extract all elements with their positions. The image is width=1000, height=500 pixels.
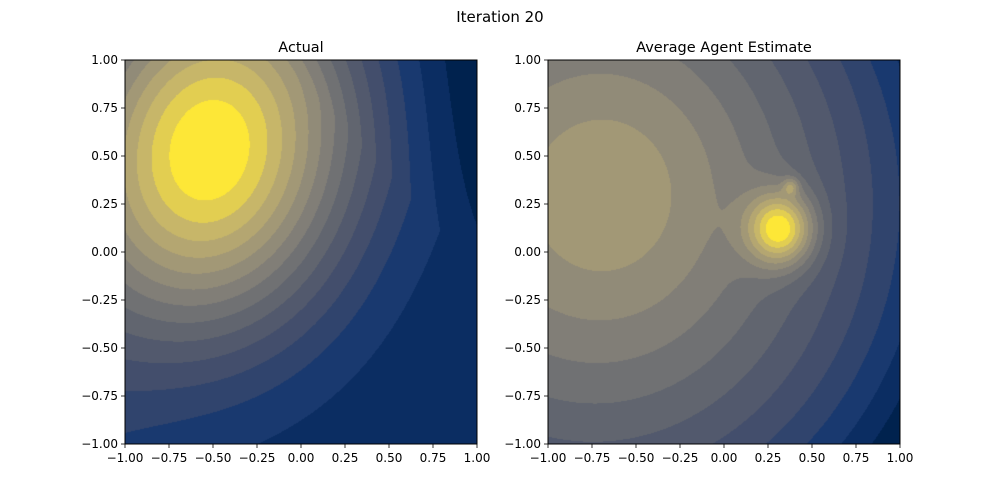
x-tick-label: 0.25 (332, 451, 359, 465)
x-tick-label: 0.50 (799, 451, 826, 465)
y-tick-label: −0.75 (504, 389, 541, 403)
y-tick-label: 1.00 (514, 53, 541, 67)
y-tick-label: 0.25 (91, 197, 118, 211)
x-tick-label: 0.50 (376, 451, 403, 465)
contour-field-actual (125, 60, 477, 444)
y-tick-label: −0.50 (504, 341, 541, 355)
y-tick-label: 0.00 (514, 245, 541, 259)
y-tick-label: −0.25 (81, 293, 118, 307)
x-tick-label: −0.75 (574, 451, 611, 465)
y-tick-label: 1.00 (91, 53, 118, 67)
panel-actual: Actual −1.00 −0.75 −0.50 −0.25 0.00 0.25 0.50 0… (81, 40, 490, 465)
x-tick-label: 0.75 (843, 451, 870, 465)
x-tick-label: 0.25 (755, 451, 782, 465)
x-tick-label: −1.00 (107, 451, 144, 465)
x-tick-label: −1.00 (530, 451, 567, 465)
axis-ticks-actual: −1.00 −0.75 −0.50 −0.25 0.00 0.25 0.50 0.75 1.00… (81, 53, 490, 465)
x-tick-label: −0.50 (195, 451, 232, 465)
y-tick-label: −1.00 (504, 437, 541, 451)
x-tick-label: −0.75 (151, 451, 188, 465)
x-tick-label: −0.25 (239, 451, 276, 465)
y-tick-label: −0.75 (81, 389, 118, 403)
x-tick-label: 0.00 (288, 451, 315, 465)
x-tick-label: 1.00 (887, 451, 914, 465)
x-tick-label: −0.25 (662, 451, 699, 465)
y-tick-label: 0.50 (514, 149, 541, 163)
x-tick-label: 0.75 (420, 451, 447, 465)
x-tick-label: 0.00 (711, 451, 738, 465)
y-tick-label: 0.75 (514, 101, 541, 115)
figure-suptitle: Iteration 20 (456, 8, 543, 26)
y-tick-label: −1.00 (81, 437, 118, 451)
y-tick-label: −0.50 (81, 341, 118, 355)
y-tick-label: −0.25 (504, 293, 541, 307)
y-tick-label: 0.75 (91, 101, 118, 115)
axis-ticks-estimate: −1.00 −0.75 −0.50 −0.25 0.00 0.25 0.50 0.75 1.00… (504, 53, 913, 465)
x-tick-label: −0.50 (618, 451, 655, 465)
y-tick-label: 0.00 (91, 245, 118, 259)
panel-title-estimate: Average Agent Estimate (636, 40, 812, 56)
y-tick-label: 0.50 (91, 149, 118, 163)
y-tick-label: 0.25 (514, 197, 541, 211)
panel-estimate: Average Agent Estimate −1.00 −0.75 −0.50 −0… (504, 40, 913, 465)
panel-title-actual: Actual (278, 40, 323, 56)
x-tick-label: 1.00 (464, 451, 491, 465)
contour-field-estimate (548, 60, 900, 444)
